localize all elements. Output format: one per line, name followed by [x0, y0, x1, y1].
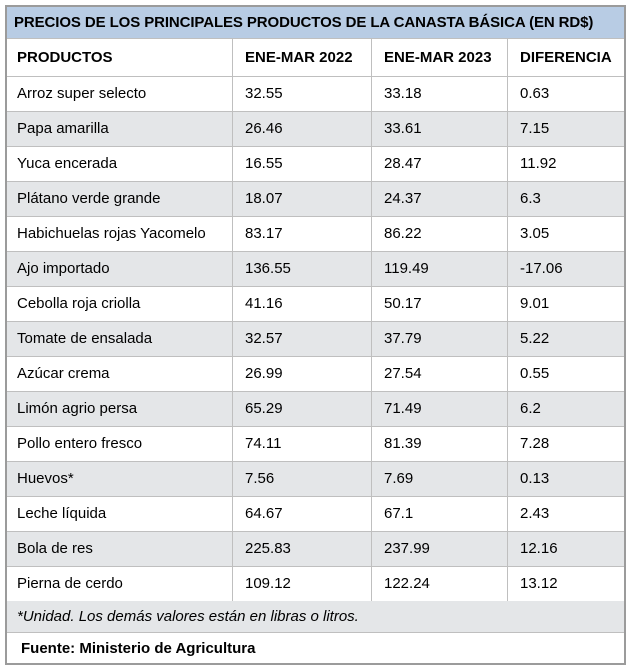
price-2023-cell: 24.37: [372, 182, 508, 216]
price-2022-cell: 65.29: [233, 392, 372, 426]
price-2023-cell: 81.39: [372, 427, 508, 461]
column-header-ene-mar-2023: ENE-MAR 2023: [372, 39, 508, 76]
difference-cell: 5.22: [520, 330, 550, 347]
difference-cell: 0.55: [520, 365, 550, 382]
difference-cell: 13.12: [520, 575, 558, 592]
product-name-cell: Ajo importado: [7, 252, 233, 286]
product-name-cell: Pierna de cerdo: [7, 567, 233, 601]
table-row: Pollo entero fresco 74.11 81.39 7.28: [7, 427, 624, 462]
product-name-cell: Plátano verde grande: [7, 182, 233, 216]
price-2022-cell: 41.16: [233, 287, 372, 321]
product-name-cell: Tomate de ensalada: [7, 322, 233, 356]
price-2023-cell: 67.1: [372, 497, 508, 531]
table-title: PRECIOS DE LOS PRINCIPALES PRODUCTOS DE …: [7, 7, 624, 39]
table-row: Pierna de cerdo 109.12 122.24 13.12: [7, 567, 624, 601]
price-table: PRECIOS DE LOS PRINCIPALES PRODUCTOS DE …: [5, 5, 626, 665]
difference-cell: 3.05: [520, 225, 550, 242]
product-name-cell: Huevos*: [7, 462, 233, 496]
difference-cell: 7.28: [520, 435, 550, 452]
column-header-ene-mar-2022: ENE-MAR 2022: [233, 39, 372, 76]
price-2023-cell: 37.79: [372, 322, 508, 356]
price-2022-cell: 26.99: [233, 357, 372, 391]
difference-cell: 6.2: [520, 400, 541, 417]
price-2023-cell: 27.54: [372, 357, 508, 391]
price-2022-cell: 16.55: [233, 147, 372, 181]
price-2022-cell: 18.07: [233, 182, 372, 216]
price-2022-cell: 32.57: [233, 322, 372, 356]
table-row: Cebolla roja criolla 41.16 50.17 9.01: [7, 287, 624, 322]
price-2022-cell: 74.11: [233, 427, 372, 461]
difference-cell: 2.43: [520, 505, 550, 522]
table-row: Arroz super selecto 32.55 33.18 0.63: [7, 77, 624, 112]
price-2022-cell: 64.67: [233, 497, 372, 531]
difference-cell: 6.3: [520, 190, 541, 207]
price-2022-cell: 7.56: [233, 462, 372, 496]
table-row: Leche líquida 64.67 67.1 2.43: [7, 497, 624, 532]
product-name-cell: Arroz super selecto: [7, 77, 233, 111]
difference-cell: 0.63: [520, 85, 550, 102]
price-2023-cell: 33.61: [372, 112, 508, 146]
product-name-cell: Bola de res: [7, 532, 233, 566]
price-2023-cell: 119.49: [372, 252, 508, 286]
price-2022-cell: 26.46: [233, 112, 372, 146]
column-header-diferencia: DIFERENCIA: [520, 49, 612, 66]
price-2022-cell: 32.55: [233, 77, 372, 111]
price-2023-cell: 50.17: [372, 287, 508, 321]
difference-cell: 7.15: [520, 120, 550, 137]
price-2023-cell: 33.18: [372, 77, 508, 111]
product-name-cell: Azúcar crema: [7, 357, 233, 391]
product-name-cell: Limón agrio persa: [7, 392, 233, 426]
price-2023-cell: 71.49: [372, 392, 508, 426]
table-row: Plátano verde grande 18.07 24.37 6.3: [7, 182, 624, 217]
table-footnote: *Unidad. Los demás valores están en libr…: [7, 601, 624, 633]
product-name-cell: Leche líquida: [7, 497, 233, 531]
table-row: Papa amarilla 26.46 33.61 7.15: [7, 112, 624, 147]
table-body: Arroz super selecto 32.55 33.18 0.63 Pap…: [7, 77, 624, 601]
price-2022-cell: 109.12: [233, 567, 372, 601]
price-2022-cell: 225.83: [233, 532, 372, 566]
product-name-cell: Cebolla roja criolla: [7, 287, 233, 321]
table-row: Yuca encerada 16.55 28.47 11.92: [7, 147, 624, 182]
difference-cell: 9.01: [520, 295, 550, 312]
price-2023-cell: 237.99: [372, 532, 508, 566]
table-row: Azúcar crema 26.99 27.54 0.55: [7, 357, 624, 392]
table-row: Habichuelas rojas Yacomelo 83.17 86.22 3…: [7, 217, 624, 252]
column-header-productos: PRODUCTOS: [7, 39, 233, 76]
product-name-cell: Pollo entero fresco: [7, 427, 233, 461]
table-source: Fuente: Ministerio de Agricultura: [7, 633, 624, 663]
price-2023-cell: 28.47: [372, 147, 508, 181]
table-row: Ajo importado 136.55 119.49 -17.06: [7, 252, 624, 287]
price-2022-cell: 83.17: [233, 217, 372, 251]
difference-cell: -17.06: [520, 260, 563, 277]
price-2023-cell: 7.69: [372, 462, 508, 496]
table-row: Huevos* 7.56 7.69 0.13: [7, 462, 624, 497]
table-row: Limón agrio persa 65.29 71.49 6.2: [7, 392, 624, 427]
product-name-cell: Papa amarilla: [7, 112, 233, 146]
difference-cell: 12.16: [520, 540, 558, 557]
price-2023-cell: 86.22: [372, 217, 508, 251]
difference-cell: 11.92: [520, 155, 557, 172]
table-header-row: PRODUCTOS ENE-MAR 2022 ENE-MAR 2023 DIFE…: [7, 39, 624, 77]
product-name-cell: Yuca encerada: [7, 147, 233, 181]
table-row: Tomate de ensalada 32.57 37.79 5.22: [7, 322, 624, 357]
price-2022-cell: 136.55: [233, 252, 372, 286]
table-row: Bola de res 225.83 237.99 12.16: [7, 532, 624, 567]
product-name-cell: Habichuelas rojas Yacomelo: [7, 217, 233, 251]
price-2023-cell: 122.24: [372, 567, 508, 601]
difference-cell: 0.13: [520, 470, 550, 487]
